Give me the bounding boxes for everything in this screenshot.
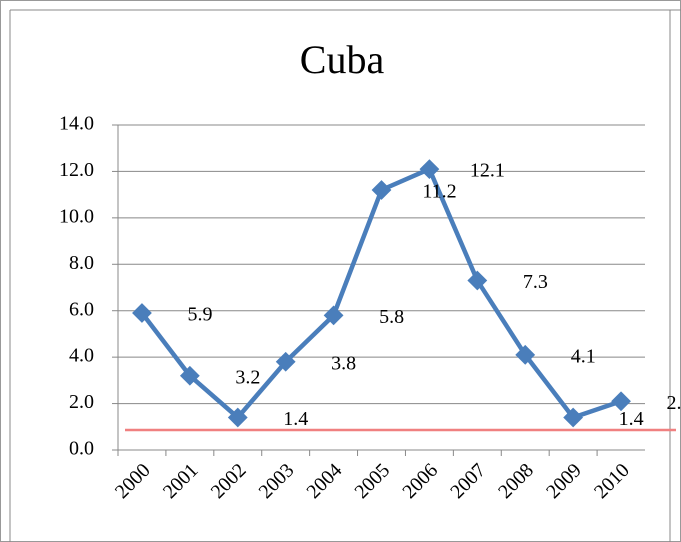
chart-title: Cuba	[300, 37, 385, 82]
y-tick-label: 8.0	[69, 252, 94, 274]
data-label: 4.1	[571, 345, 596, 367]
data-label: 1.4	[283, 408, 308, 430]
point-marker	[563, 407, 584, 428]
data-label: 3.8	[331, 352, 356, 374]
y-tick-label: 10.0	[59, 205, 94, 227]
data-label: 7.3	[523, 271, 548, 293]
y-tick-label: 6.0	[69, 298, 94, 320]
point-marker	[515, 344, 536, 365]
point-marker	[227, 407, 248, 428]
data-label: 2.1	[667, 392, 681, 414]
point-marker	[467, 270, 488, 291]
point-marker	[371, 180, 392, 200]
y-tick-label: 4.0	[69, 345, 94, 367]
data-label: 1.4	[619, 408, 644, 430]
y-tick-label: 0.0	[69, 438, 94, 460]
data-label: 3.2	[235, 366, 260, 388]
point-marker	[179, 365, 200, 386]
point-marker	[611, 391, 631, 412]
data-label: 5.8	[379, 306, 404, 328]
point-marker	[132, 303, 152, 323]
data-label: 12.1	[470, 160, 505, 182]
y-tick-label: 12.0	[59, 159, 94, 181]
data-label: 5.9	[187, 304, 212, 326]
point-marker	[419, 159, 440, 180]
point-marker	[323, 305, 344, 326]
y-tick-label: 2.0	[69, 391, 94, 413]
data-label: 11.2	[422, 181, 456, 203]
y-tick-label: 14.0	[59, 113, 94, 135]
point-marker	[275, 351, 296, 372]
